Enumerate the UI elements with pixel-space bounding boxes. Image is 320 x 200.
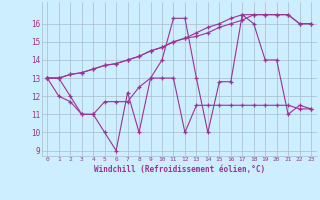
X-axis label: Windchill (Refroidissement éolien,°C): Windchill (Refroidissement éolien,°C) [94, 165, 265, 174]
